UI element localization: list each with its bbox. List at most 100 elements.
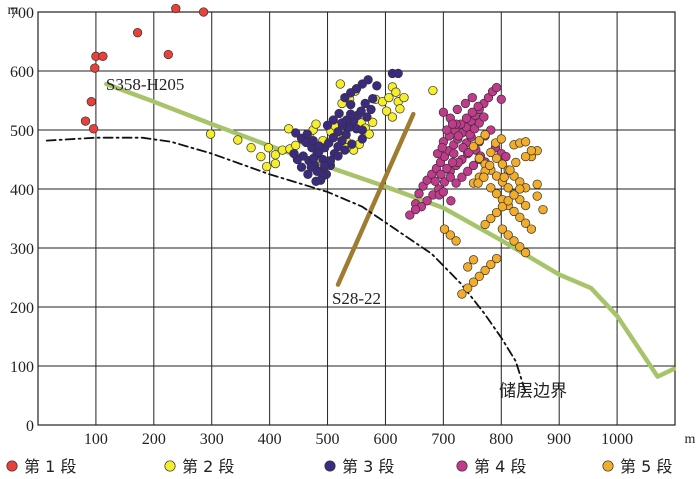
series-2-point	[335, 79, 345, 89]
series-5-point	[491, 189, 502, 199]
series-5-point	[509, 206, 519, 217]
series-4-point	[446, 196, 456, 206]
x-tick-label: 200	[142, 431, 166, 448]
annotation-label: S28-22	[332, 289, 381, 308]
y-tick-labels: 0 100 200 300 400 500 600 700	[10, 5, 34, 435]
series-5-point	[520, 137, 531, 147]
series-5-point	[473, 178, 483, 188]
series-5-point	[520, 200, 531, 211]
series-3-point	[346, 99, 356, 110]
line-S28-22	[335, 111, 416, 287]
series-4-point	[479, 112, 489, 122]
series-5-point	[445, 230, 455, 240]
series-3-point	[340, 145, 350, 155]
series-2-point	[263, 143, 274, 153]
series-4-point	[447, 157, 458, 168]
axes	[37, 11, 676, 426]
series-5-point	[503, 230, 513, 240]
series-4-point	[442, 125, 452, 135]
series-3-point	[360, 98, 370, 109]
series-5-point	[491, 253, 502, 264]
x-tick-labels: 100 200 300 400 500 600 700 800 900 1000	[84, 431, 633, 448]
series-5-point	[511, 157, 521, 168]
series-5-point	[515, 212, 525, 222]
series-5-point	[520, 248, 531, 258]
series-5-point	[474, 153, 484, 163]
series-1-point	[163, 49, 173, 60]
series-3-point	[347, 139, 357, 149]
series-5-point	[497, 224, 508, 234]
series-3-point	[289, 148, 299, 159]
series-5-point	[468, 255, 479, 265]
series-2-point	[391, 87, 401, 97]
series-3-point	[368, 94, 378, 104]
series-4-point	[449, 148, 459, 159]
series-5-point	[486, 213, 496, 224]
annotations: S358-H205 S28-22 储层边界	[106, 75, 567, 401]
series-3-point	[393, 68, 403, 79]
series-5-point	[515, 184, 525, 194]
series-3-point	[303, 169, 313, 179]
series-1-point	[90, 63, 100, 73]
series-4-point	[414, 189, 424, 199]
series-5-point	[468, 277, 479, 287]
series-4-point	[437, 143, 447, 153]
series-3-point	[346, 109, 356, 119]
series-4-point	[438, 107, 449, 117]
legend-marker	[164, 460, 176, 472]
series-3-point	[362, 112, 372, 122]
x-tick-label: 300	[200, 431, 224, 448]
series-4-point	[501, 151, 511, 162]
series-4-point	[491, 82, 502, 93]
series-3-point	[356, 106, 366, 116]
series-1-point	[98, 51, 108, 61]
y-tick-label: 100	[10, 359, 34, 376]
series-5-point	[451, 236, 461, 246]
series-4-point	[468, 160, 479, 171]
series-2-point	[428, 85, 438, 96]
series-3-point	[328, 115, 338, 125]
x-axis-unit: m	[685, 432, 696, 447]
series-2-point	[284, 124, 294, 134]
x-tick-label: 500	[316, 431, 340, 448]
series-3-point	[311, 176, 321, 186]
series-2-point	[364, 129, 374, 139]
series-2-point	[395, 104, 405, 114]
series-3-point	[357, 134, 367, 144]
x-tick-label: 100	[84, 431, 108, 448]
series-4-point	[452, 104, 462, 115]
series-2-point	[384, 92, 394, 103]
series-2-point	[270, 158, 281, 169]
series-5-point	[526, 146, 537, 156]
series-5-point	[486, 147, 496, 158]
series-4-point	[496, 94, 506, 104]
series-5-point	[520, 218, 531, 228]
series-4-point	[467, 92, 477, 103]
series-4-point	[463, 166, 473, 176]
x-tick-label: 700	[431, 431, 455, 448]
axis-units: m m	[8, 3, 696, 447]
series-5-point	[515, 242, 525, 252]
series-5-point	[463, 283, 473, 293]
series-3-point	[314, 141, 324, 151]
plot-frame	[37, 11, 676, 426]
series-4-point	[430, 176, 440, 186]
series-5-point	[538, 204, 548, 215]
series-5-point	[520, 151, 531, 162]
series-5-point	[497, 159, 508, 169]
series-3-point	[296, 162, 307, 172]
series-4-point	[410, 204, 421, 215]
series-1-point	[80, 116, 91, 126]
series-4-point	[438, 187, 449, 197]
y-tick-label: 300	[10, 241, 34, 258]
series-2-point	[205, 129, 216, 139]
y-tick-label: 500	[10, 123, 34, 140]
series-5-point	[491, 153, 502, 163]
y-tick-label: 400	[10, 182, 34, 199]
x-tick-label: 800	[489, 431, 513, 448]
series-3-point	[291, 128, 301, 138]
legend-item-5: 第 5 段	[602, 457, 672, 476]
legend-label: 第 5 段	[620, 457, 672, 476]
series-4-point	[422, 196, 432, 206]
legend-label: 第 2 段	[182, 457, 234, 476]
